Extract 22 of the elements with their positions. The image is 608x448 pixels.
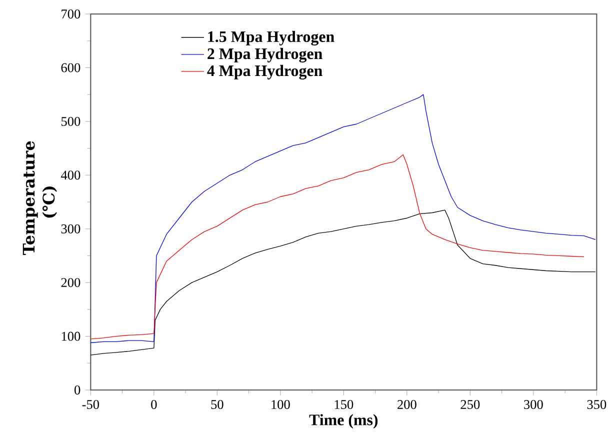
y-tick-label: 500 [62, 116, 80, 126]
x-tick-label: 100 [272, 400, 290, 409]
legend-label: 4 Mpa Hydrogen [207, 64, 322, 80]
y-tick-label: 0 [74, 386, 80, 394]
y-tick-label: 100 [62, 332, 80, 341]
x-tick-label: 50 [211, 400, 224, 409]
legend-label: 1.5 Mpa Hydrogen [208, 30, 334, 46]
x-tick-label: 350 [587, 400, 606, 409]
y-tick-label: 200 [61, 278, 80, 288]
x-tick-label: 250 [460, 400, 480, 409]
y-tick-label: 600 [61, 63, 80, 72]
y-tick-label: 300 [61, 224, 80, 234]
x-axis-title: Time (ms) [309, 414, 378, 429]
x-tick-label: 200 [398, 400, 416, 409]
x-tick-label: 0 [151, 400, 157, 409]
legend-label: 2 Mpa Hydrogen [208, 48, 322, 62]
y-axis-title: Temperature (℃) [22, 141, 57, 255]
x-tick-label: 300 [524, 400, 543, 409]
y-tick-label: 400 [60, 170, 80, 180]
y-tick-label: 700 [62, 10, 80, 18]
x-tick-label: 150 [334, 400, 354, 409]
x-tick-label: -50 [82, 400, 100, 409]
